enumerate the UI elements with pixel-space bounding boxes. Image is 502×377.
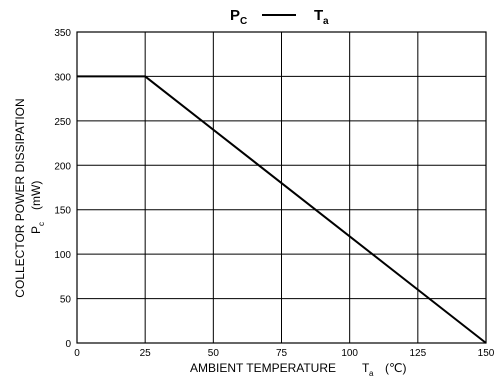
y-tick-label: 50 <box>60 295 72 306</box>
y-tick-label: 350 <box>54 28 71 39</box>
x-tick-label: 25 <box>140 348 152 359</box>
series-line <box>77 75 487 344</box>
y-tick-label: 150 <box>54 206 71 217</box>
y-axis-unit: (mW) <box>29 181 43 210</box>
x-axis-symbol: T <box>362 361 370 375</box>
x-tick-label: 150 <box>478 348 495 359</box>
y-axis-symbol-sub: c <box>37 222 46 226</box>
x-tick-label: 0 <box>74 348 80 359</box>
x-axis-symbol-sub: a <box>369 369 374 377</box>
x-tick-label: 125 <box>409 348 426 359</box>
y-tick-label: 0 <box>65 339 71 350</box>
chart-title: P C T a <box>230 7 329 27</box>
x-tick-label: 100 <box>341 348 358 359</box>
title-left-sub: C <box>240 16 247 27</box>
title-right: T <box>314 7 323 24</box>
y-axis-symbol-p: P <box>29 226 43 234</box>
title-right-sub: a <box>323 16 329 27</box>
y-tick-label: 300 <box>54 72 71 83</box>
title-left: P <box>230 7 240 24</box>
y-axis-label-line1: COLLECTOR POWER DISSIPATION <box>13 98 27 297</box>
tick-labels: 0 25 50 75 100 125 150 0 50 100 150 200 250 300 350 <box>54 28 494 359</box>
x-tick-label: 50 <box>208 348 220 359</box>
plot-frame <box>76 31 487 344</box>
series <box>77 75 487 344</box>
x-axis-label-text: AMBIENT TEMPERATURE <box>190 361 336 375</box>
y-axis-symbol: P c (mW) <box>29 181 46 234</box>
x-axis-label: AMBIENT TEMPERATURE T a (℃) <box>190 361 406 377</box>
y-tick-label: 100 <box>54 250 71 261</box>
y-tick-label: 250 <box>54 117 71 128</box>
x-tick-label: 75 <box>276 348 288 359</box>
y-axis-label: COLLECTOR POWER DISSIPATION <box>13 98 27 297</box>
x-axis-unit: (℃) <box>385 361 406 375</box>
y-tick-label: 200 <box>54 161 71 172</box>
grid <box>76 31 487 344</box>
